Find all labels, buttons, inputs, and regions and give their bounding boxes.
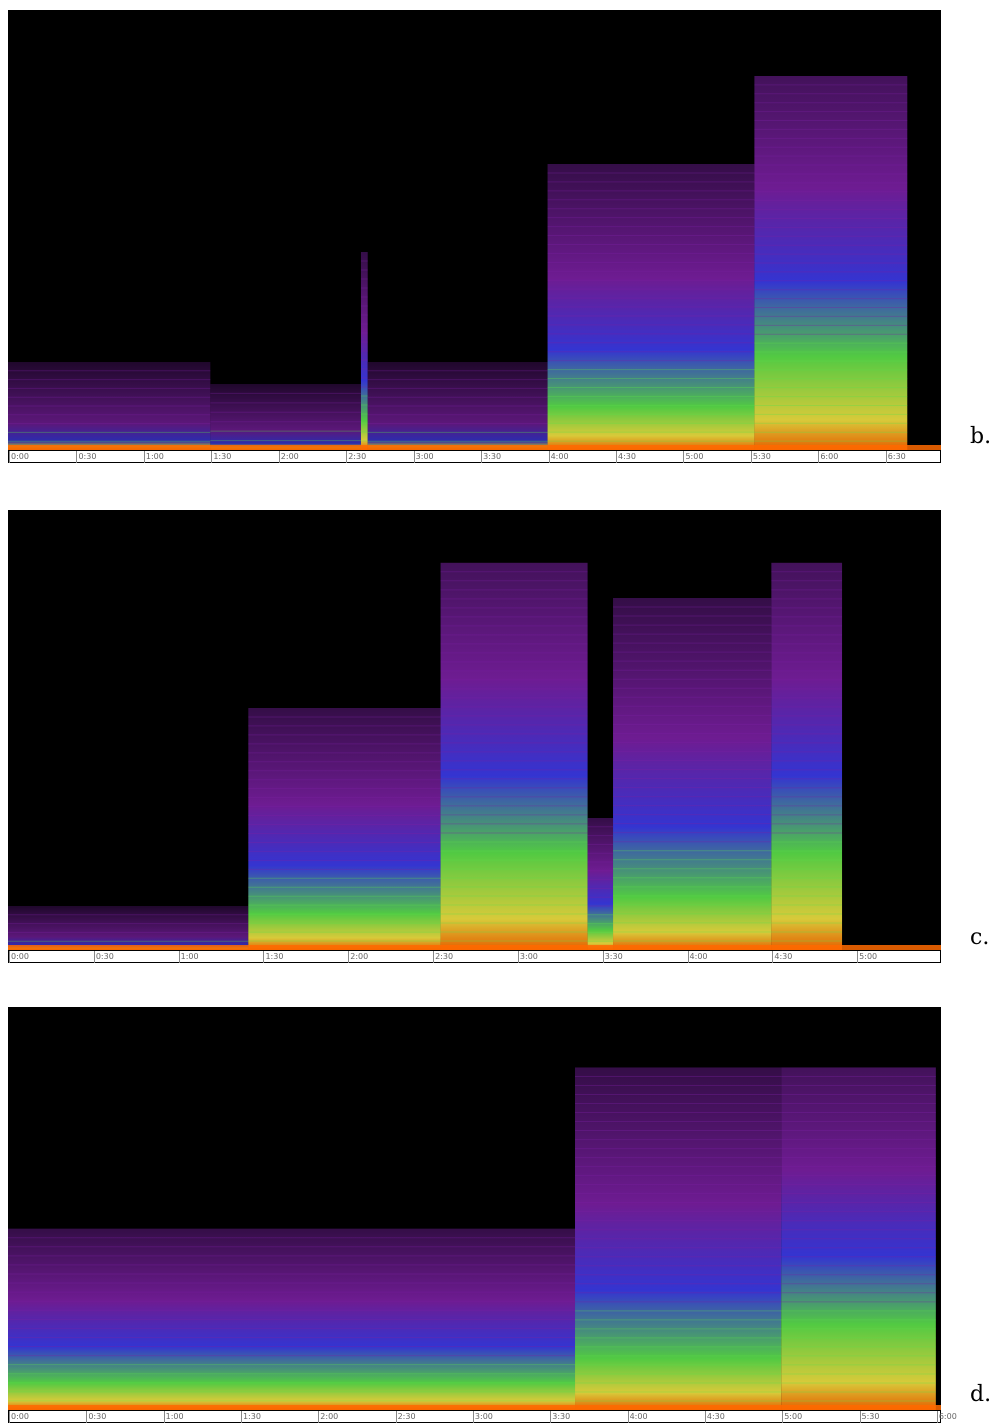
time-tick-c-6: 3:00 xyxy=(517,951,538,963)
spectral-section-c-3 xyxy=(587,818,614,950)
spectrogram-b xyxy=(8,10,941,450)
time-tick-b-7: 3:30 xyxy=(481,451,502,463)
spectral-section-c-5 xyxy=(771,562,843,950)
spectrogram-b-svg xyxy=(8,76,941,450)
time-tick-c-4: 2:00 xyxy=(348,951,369,963)
time-tick-c-8: 4:00 xyxy=(687,951,708,963)
baseline-band-c xyxy=(8,945,941,950)
spectrogram-panel-b: 0:00 0:30 1:00 1:30 2:00 2:30 3:00 3:30 4:00 4:30… xyxy=(8,10,941,463)
spectral-section-b-2 xyxy=(360,252,368,450)
time-tick-d-0: 0:00 xyxy=(9,1411,29,1423)
time-tick-c-10: 5:00 xyxy=(857,951,878,963)
spectral-section-c-1 xyxy=(248,708,441,950)
time-tick-b-12: 6:00 xyxy=(818,451,839,463)
time-tick-c-1: 0:30 xyxy=(93,951,114,963)
time-tick-d-6: 3:00 xyxy=(472,1411,493,1423)
spectral-section-c-4 xyxy=(613,598,772,950)
time-tick-d-12: 6:00 xyxy=(936,1411,957,1423)
spectral-section-b-0 xyxy=(8,362,211,450)
time-tick-d-1: 0:30 xyxy=(86,1411,107,1423)
time-tick-d-7: 3:30 xyxy=(550,1411,571,1423)
time-axis-b: 0:00 0:30 1:00 1:30 2:00 2:30 3:00 3:30 4:00 4:30… xyxy=(8,450,941,463)
time-tick-c-7: 3:30 xyxy=(602,951,623,963)
spectral-section-d-2 xyxy=(781,1067,936,1410)
time-tick-d-11: 5:30 xyxy=(859,1411,880,1423)
time-tick-b-5: 2:30 xyxy=(346,451,367,463)
panel-label-c: c. xyxy=(970,925,990,950)
time-tick-d-3: 1:30 xyxy=(240,1411,261,1423)
panel-label-d: d. xyxy=(970,1382,991,1407)
time-tick-c-5: 2:30 xyxy=(433,951,454,963)
spectrogram-d-svg xyxy=(8,1067,941,1410)
time-tick-b-10: 5:00 xyxy=(683,451,704,463)
time-tick-b-11: 5:30 xyxy=(750,451,771,463)
time-tick-d-9: 4:30 xyxy=(704,1411,725,1423)
time-tick-d-8: 4:00 xyxy=(627,1411,648,1423)
time-axis-c: 0:00 0:30 1:00 1:30 2:00 2:30 3:00 3:30 4:00 4:30… xyxy=(8,950,941,963)
spectral-section-c-2 xyxy=(440,562,588,950)
time-tick-b-3: 1:30 xyxy=(211,451,232,463)
time-tick-d-10: 5:00 xyxy=(782,1411,803,1423)
spectral-section-b-1 xyxy=(210,384,361,450)
time-tick-b-1: 0:30 xyxy=(76,451,97,463)
baseline-band-d xyxy=(8,1405,941,1410)
time-tick-b-0: 0:00 xyxy=(9,451,29,463)
baseline-band-b xyxy=(8,445,941,450)
spectral-section-b-3 xyxy=(367,362,548,450)
spectrogram-panel-d: 0:00 0:30 1:00 1:30 2:00 2:30 3:00 3:30 4:00 4:30… xyxy=(8,1007,957,1423)
spectrogram-panel-c: 0:00 0:30 1:00 1:30 2:00 2:30 3:00 3:30 4:00 4:30… xyxy=(8,510,941,963)
spectrogram-d xyxy=(8,1007,941,1410)
time-tick-c-3: 1:30 xyxy=(263,951,284,963)
spectral-section-c-0 xyxy=(8,906,249,950)
spectrogram-c xyxy=(8,510,941,950)
time-tick-b-9: 4:30 xyxy=(616,451,636,463)
time-tick-d-2: 1:00 xyxy=(163,1411,184,1423)
time-tick-b-4: 2:00 xyxy=(278,451,299,463)
time-tick-d-5: 2:30 xyxy=(395,1411,416,1423)
time-tick-c-0: 0:00 xyxy=(9,951,29,963)
time-axis-d: 0:00 0:30 1:00 1:30 2:00 2:30 3:00 3:30 4:00 4:30… xyxy=(8,1410,957,1423)
time-tick-c-2: 1:00 xyxy=(178,951,199,963)
time-tick-b-6: 3:00 xyxy=(413,451,434,463)
spectral-section-b-5 xyxy=(754,76,908,450)
time-tick-b-2: 1:00 xyxy=(143,451,164,463)
spectral-section-b-4 xyxy=(547,164,755,450)
time-tick-b-13: 6:30 xyxy=(885,451,906,463)
time-tick-c-9: 4:30 xyxy=(772,951,793,963)
panel-label-b: b. xyxy=(970,424,991,449)
spectral-section-d-1 xyxy=(575,1067,782,1410)
spectral-section-d-0 xyxy=(8,1228,576,1410)
spectrogram-c-svg xyxy=(8,562,941,950)
time-tick-b-8: 4:00 xyxy=(548,451,569,463)
time-tick-d-4: 2:00 xyxy=(318,1411,339,1423)
